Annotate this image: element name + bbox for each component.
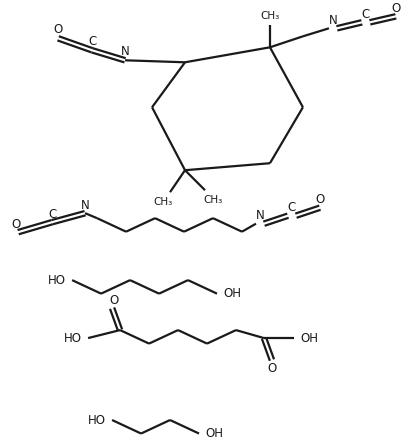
Text: C: C xyxy=(362,8,370,21)
Text: HO: HO xyxy=(88,413,106,426)
Text: OH: OH xyxy=(223,287,241,300)
Text: N: N xyxy=(81,198,90,212)
Text: HO: HO xyxy=(64,332,82,344)
Text: N: N xyxy=(256,209,264,222)
Text: O: O xyxy=(316,193,325,206)
Text: O: O xyxy=(54,23,63,36)
Text: O: O xyxy=(109,294,119,307)
Text: HO: HO xyxy=(48,274,66,287)
Text: N: N xyxy=(121,45,129,58)
Text: C: C xyxy=(48,208,56,221)
Text: CH₃: CH₃ xyxy=(153,197,173,207)
Text: C: C xyxy=(288,201,296,214)
Text: CH₃: CH₃ xyxy=(203,195,222,205)
Text: O: O xyxy=(391,2,401,15)
Text: OH: OH xyxy=(300,332,318,344)
Text: O: O xyxy=(267,361,277,375)
Text: N: N xyxy=(328,14,337,27)
Text: CH₃: CH₃ xyxy=(260,11,279,21)
Text: O: O xyxy=(12,218,21,231)
Text: OH: OH xyxy=(205,427,223,440)
Text: C: C xyxy=(88,35,96,48)
